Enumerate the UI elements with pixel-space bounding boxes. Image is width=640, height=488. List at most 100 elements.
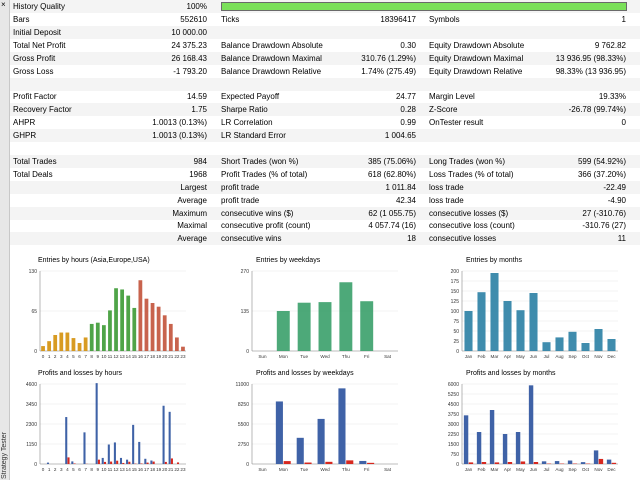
x-tick-label: 7 [84,354,87,359]
profit-bar [338,388,345,464]
report-value: 0.99 [330,116,416,129]
loss-bar [147,463,149,464]
side-tab-label-wrap[interactable]: Strategy Tester [0,435,9,480]
x-tick-label: 23 [180,354,186,359]
history-quality-row: History Quality 100% [10,0,640,13]
x-tick-label: Apr [504,467,512,472]
x-tick-label: 18 [150,354,156,359]
profit-bar [568,461,572,464]
bar [47,341,51,351]
report-value: 13 936.95 (98.33%) [540,52,626,65]
bar [339,282,352,351]
loss-bar [346,460,353,464]
bar [151,303,155,351]
report-value: 11 [540,232,626,245]
x-tick-label: Dec [607,467,616,472]
report-row [10,142,640,155]
bar [529,293,537,351]
x-tick-label: 17 [144,354,150,359]
profit-bar [297,438,304,464]
x-tick-label: Mar [491,467,499,472]
history-quality-value: 100% [120,0,207,13]
y-tick-label: 50 [453,329,459,335]
x-tick-label: 21 [168,354,174,359]
profit-bar [318,419,325,464]
y-tick-label: 200 [451,269,460,275]
report-value: 385 (75.06%) [330,155,416,168]
report-value [540,26,626,39]
x-tick-label: 21 [168,467,174,472]
report-row [10,78,640,91]
report-value: -1 793.20 [120,65,207,78]
y-tick-label: 750 [451,452,460,458]
report-value: 1.75 [120,103,207,116]
y-tick-label: 0 [456,462,459,468]
report-value: 599 (54.92%) [540,155,626,168]
bar [490,273,498,351]
report-label: Expected Payoff [221,90,279,103]
x-tick-label: Wed [320,467,330,472]
y-tick-label: 3750 [448,412,459,418]
close-icon[interactable]: × [1,1,6,9]
report-value: 9 762.82 [540,39,626,52]
loss-bar [116,461,118,464]
report-value [540,142,626,155]
x-tick-label: Mar [491,354,499,359]
bar [516,310,524,351]
report-value: Average [120,232,207,245]
entries-weekdays-title: Entries by weekdays [256,257,320,264]
pnl-months-title: Profits and losses by months [466,370,556,377]
x-tick-label: 19 [156,467,162,472]
y-tick-label: 2250 [448,432,459,438]
report-label: Initial Deposit [13,26,61,39]
report-label: Profit Trades (% of total) [221,168,307,181]
x-tick-label: Oct [582,467,590,472]
loss-bar [521,461,525,464]
bar [298,303,311,351]
x-tick-label: 0 [42,354,45,359]
bar [53,335,57,351]
report-label: Recovery Factor [13,103,72,116]
report-value: 1.0013 (0.13%) [120,116,207,129]
bar [96,323,100,351]
loss-bar [128,462,130,464]
bar [138,280,142,351]
report-value: 27 (-310.76) [540,207,626,220]
x-tick-label: 5 [72,354,75,359]
report-label: Equity Drawdown Relative [429,65,522,78]
report-value: 24.77 [330,90,416,103]
report-label: Ticks [221,13,239,26]
report-value: 19.33% [540,90,626,103]
profit-bar [555,461,559,464]
report-value: Largest [120,181,207,194]
report-value: 1 004.65 [330,129,416,142]
x-tick-label: Mon [279,467,288,472]
report-value: 14.59 [120,90,207,103]
x-tick-label: Wed [320,354,330,359]
x-tick-label: Oct [582,354,590,359]
x-tick-label: 23 [180,467,186,472]
profit-bar [96,383,98,464]
report-value: -310.76 (27) [540,219,626,232]
x-tick-label: Jan [465,467,473,472]
x-tick-label: 17 [144,467,150,472]
report-value: 24 375.23 [120,39,207,52]
report-value: 0 [540,116,626,129]
bar [319,302,332,351]
entries-hours-title: Entries by hours (Asia,Europe,USA) [38,257,150,264]
report-value: -26.78 (99.74%) [540,103,626,116]
x-tick-label: Apr [504,354,512,359]
loss-bar [284,461,291,464]
bar [277,311,290,351]
